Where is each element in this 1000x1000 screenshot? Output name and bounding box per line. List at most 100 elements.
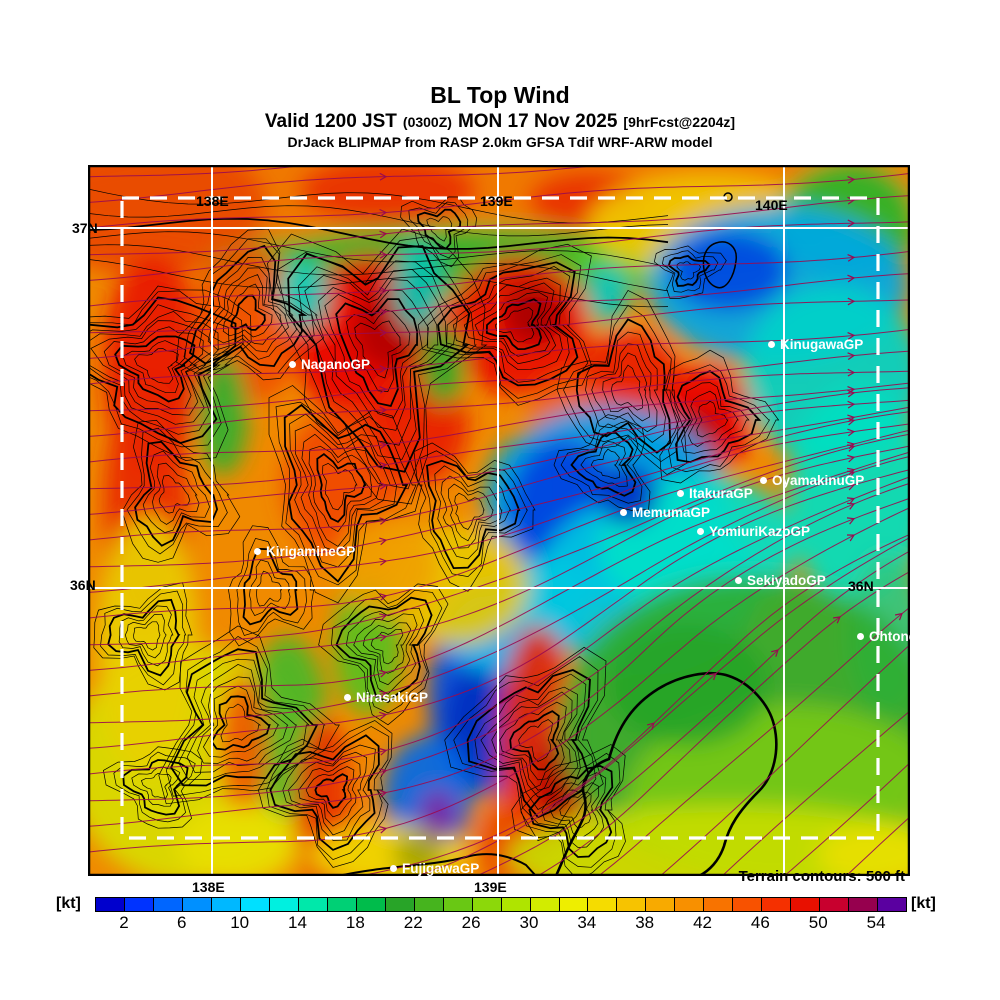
valid-prefix: Valid 1200 JST bbox=[264, 111, 397, 132]
colorbar-row: [kt] [kt] 2 6 10 14 18 22 26 30 34 38 42 46 50 54 bbox=[0, 894, 1000, 936]
site-dot-icon bbox=[390, 865, 397, 872]
grid-label-138e-bottom: 138E bbox=[192, 879, 225, 895]
colorbar-segment bbox=[675, 898, 705, 911]
colorbar-tick: 42 bbox=[693, 913, 712, 932]
site-label: MemumaGP bbox=[632, 505, 711, 520]
grid-label-139e-top: 139E bbox=[480, 193, 513, 209]
colorbar-tick: 14 bbox=[288, 913, 307, 932]
site-marker-fujigawagp: FujigawaGP bbox=[390, 861, 479, 876]
site-marker-oyamakinugp: OyamakinuGP bbox=[760, 473, 864, 488]
colorbar-segment bbox=[733, 898, 763, 911]
site-label: Ohtone bbox=[869, 629, 910, 644]
grid-label-138e-top: 138E bbox=[196, 193, 229, 209]
grid-label-36n-right: 36N bbox=[848, 578, 874, 594]
site-marker-ohtone: Ohtone bbox=[857, 629, 910, 644]
site-dot-icon bbox=[857, 633, 864, 640]
colorbar-segment bbox=[849, 898, 879, 911]
site-dot-icon bbox=[768, 341, 775, 348]
colorbar-segment bbox=[414, 898, 444, 911]
site-label: KirigamineGP bbox=[266, 544, 356, 559]
map-border bbox=[88, 165, 910, 876]
site-marker-nirasakigp: NirasakiGP bbox=[344, 690, 428, 705]
colorbar-segment bbox=[791, 898, 821, 911]
colorbar-segment bbox=[153, 898, 183, 911]
model-attribution-line: DrJack BLIPMAP from RASP 2.0km GFSA Tdif… bbox=[287, 134, 713, 150]
colorbar-tick: 54 bbox=[866, 913, 886, 932]
colorbar-segment bbox=[530, 898, 560, 911]
colorbar-tick: 50 bbox=[808, 913, 828, 932]
colorbar-tick: 6 bbox=[177, 913, 187, 932]
colorbar-tick: 34 bbox=[577, 913, 597, 932]
colorbar-ticks: 2 6 10 14 18 22 26 30 34 38 42 46 50 54 bbox=[95, 913, 905, 933]
wind-speed-colorbar bbox=[95, 897, 907, 912]
valid-zulu: (0300Z) bbox=[402, 114, 452, 130]
colorbar-tick: 46 bbox=[750, 913, 770, 932]
page-title: BL Top Wind bbox=[430, 82, 570, 108]
colorbar-tick: 30 bbox=[519, 913, 539, 932]
site-marker-sekiyadogp: SekiyadoGP bbox=[735, 573, 826, 588]
grid-label-37n: 37N bbox=[72, 220, 98, 236]
grid-label-139e-bottom: 139E bbox=[474, 879, 507, 895]
colorbar-segment bbox=[443, 898, 473, 911]
valid-date: MON 17 Nov 2025 bbox=[457, 111, 618, 132]
site-label: NaganoGP bbox=[301, 357, 371, 372]
colorbar-segment bbox=[240, 898, 270, 911]
site-label: KinugawaGP bbox=[780, 337, 864, 352]
colorbar-segment bbox=[646, 898, 676, 911]
grid-label-36n-left: 36N bbox=[70, 577, 96, 593]
colorbar-segment bbox=[559, 898, 589, 911]
valid-time-line: Valid 1200 JST (0300Z) MON 17 Nov 2025 [9hr… bbox=[0, 111, 1000, 133]
site-marker-kirigaminegp: KirigamineGP bbox=[254, 544, 355, 559]
colorbar-segment bbox=[385, 898, 415, 911]
terrain-contour-note: Terrain contours: 500 ft bbox=[738, 868, 905, 885]
colorbar-segment bbox=[211, 898, 241, 911]
colorbar-tick: 26 bbox=[461, 913, 481, 932]
site-dot-icon bbox=[254, 548, 261, 555]
colorbar-tick: 22 bbox=[403, 913, 423, 932]
site-dot-icon bbox=[344, 694, 351, 701]
colorbar-segment bbox=[124, 898, 154, 911]
colorbar-tick: 38 bbox=[635, 913, 655, 932]
site-dot-icon bbox=[289, 361, 296, 368]
site-marker-kinugawagp: KinugawaGP bbox=[768, 337, 863, 352]
wind-field-map-graphic bbox=[88, 165, 910, 876]
colorbar-segment bbox=[182, 898, 212, 911]
site-label: YomiuriKazoGP bbox=[709, 524, 811, 539]
colorbar-segment bbox=[298, 898, 328, 911]
wind-map-panel: NaganoGP KinugawaGP OyamakinuGP ItakuraGP Me… bbox=[88, 165, 910, 876]
colorbar-segment bbox=[96, 898, 125, 911]
site-marker-memumagp: MemumaGP bbox=[620, 505, 710, 520]
colorbar-segment bbox=[704, 898, 734, 911]
site-marker-yomiurikazogp: YomiuriKazoGP bbox=[697, 524, 810, 539]
colorbar-segment bbox=[269, 898, 299, 911]
site-dot-icon bbox=[620, 509, 627, 516]
site-dot-icon bbox=[697, 528, 704, 535]
site-label: NirasakiGP bbox=[356, 690, 429, 705]
site-dot-icon bbox=[760, 477, 767, 484]
colorbar-segment bbox=[762, 898, 792, 911]
site-dot-icon bbox=[735, 577, 742, 584]
latlon-grid bbox=[88, 165, 910, 876]
site-label: ItakuraGP bbox=[689, 486, 753, 501]
site-label: FujigawaGP bbox=[402, 861, 480, 876]
site-marker-naganogp: NaganoGP bbox=[289, 357, 370, 372]
site-label: OyamakinuGP bbox=[772, 473, 865, 488]
colorbar-segment bbox=[820, 898, 850, 911]
colorbar-segment bbox=[356, 898, 386, 911]
colorbar-unit-left: [kt] bbox=[56, 895, 81, 912]
colorbar-segment bbox=[588, 898, 618, 911]
colorbar-tick: 10 bbox=[230, 913, 250, 932]
colorbar-segment bbox=[617, 898, 647, 911]
site-label: SekiyadoGP bbox=[747, 573, 826, 588]
site-marker-itakuragp: ItakuraGP bbox=[677, 486, 753, 501]
valid-forecast-tag: [9hrFcst@2204z] bbox=[623, 114, 736, 130]
colorbar-segment bbox=[472, 898, 502, 911]
colorbar-unit-right: [kt] bbox=[911, 895, 936, 912]
site-dot-icon bbox=[677, 490, 684, 497]
colorbar-segment bbox=[327, 898, 357, 911]
colorbar-tick: 2 bbox=[119, 913, 129, 932]
colorbar-segment bbox=[501, 898, 531, 911]
grid-label-140e-top: 140E bbox=[755, 197, 788, 213]
colorbar-tick: 18 bbox=[345, 913, 365, 932]
colorbar-segment bbox=[878, 898, 907, 911]
